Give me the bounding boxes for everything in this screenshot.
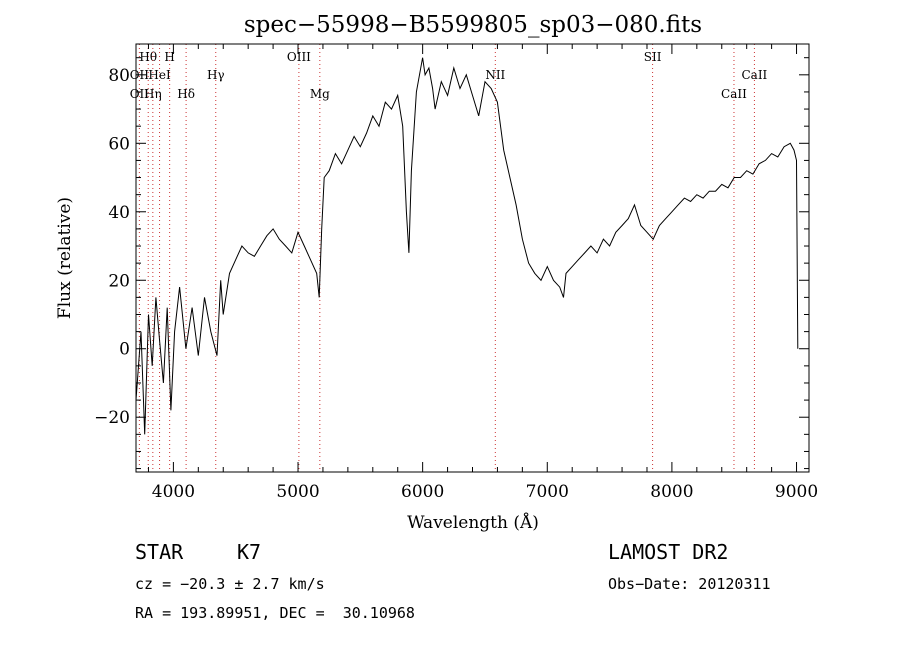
spectral-line-label: Hθ: [139, 50, 157, 64]
spectral-line-label: Hδ: [177, 87, 195, 101]
spectral-line-label: OIII: [287, 50, 311, 64]
redshift-text: cz = −20.3 ± 2.7 km/s: [135, 575, 325, 593]
spectrum-line: [135, 57, 799, 435]
y-tick-label: 60: [108, 134, 130, 154]
y-tick-label: 40: [108, 203, 130, 223]
y-tick-label: −20: [94, 408, 130, 428]
x-tick-label: 8000: [650, 482, 693, 502]
y-tick-label: 80: [108, 66, 130, 86]
x-tick-label: 7000: [526, 482, 569, 502]
y-axis-label: Flux (relative): [55, 197, 75, 319]
y-tick-label: 20: [108, 271, 130, 291]
spectral-subclass: K7: [237, 540, 262, 564]
spectral-line-label: CaII: [741, 68, 767, 82]
x-tick-label: 5000: [276, 482, 319, 502]
spectral-line-label: Hγ: [207, 68, 225, 82]
obs-date: Obs−Date: 20120311: [608, 575, 771, 593]
chart-title: spec−55998−B5599805_sp03−080.fits: [244, 12, 702, 38]
spectral-line-label: HeI: [148, 68, 171, 82]
spectral-line-label: H: [164, 50, 174, 64]
axis-ticks: [136, 44, 809, 472]
coordinates: RA = 193.89951, DEC = 30.10968: [135, 604, 415, 622]
spectral-line-label: NII: [485, 68, 505, 82]
spectral-line-label: SII: [644, 50, 662, 64]
spectral-line-label: Mg: [310, 87, 330, 101]
object-type: STAR: [135, 540, 184, 564]
x-tick-label: 6000: [401, 482, 444, 502]
x-tick-label: 9000: [775, 482, 818, 502]
y-tick-labels: −20 0 20 40 60 80: [94, 66, 130, 428]
survey-name: LAMOST DR2: [608, 540, 729, 564]
x-tick-labels: 4000 5000 6000 7000 8000 9000: [152, 482, 818, 502]
y-tick-label: 0: [119, 340, 130, 360]
spectral-line-label: OII: [130, 87, 150, 101]
x-tick-label: 4000: [152, 482, 195, 502]
spectral-line-label: Hη: [144, 87, 162, 101]
spectral-line-label: CaII: [721, 87, 747, 101]
x-axis-label: Wavelength (Å): [407, 512, 539, 533]
